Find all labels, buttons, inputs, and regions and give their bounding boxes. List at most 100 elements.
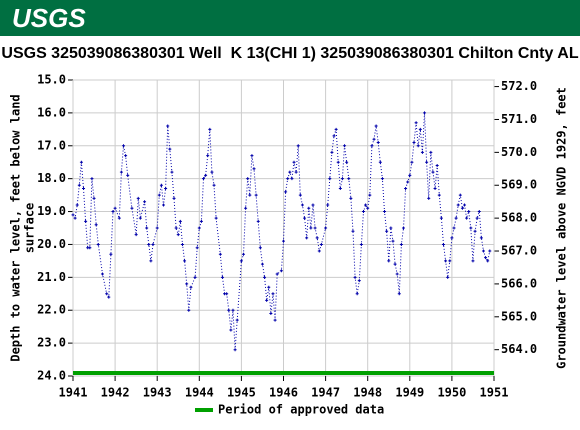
y-axis-label: Depth to water level, feet below land [9, 94, 23, 361]
data-point [399, 242, 403, 246]
data-point [210, 170, 214, 174]
y2-tick-label: 567.0 [501, 244, 537, 258]
data-point [229, 328, 233, 332]
data-point [180, 242, 184, 246]
x-tick-label: 1944 [185, 386, 214, 400]
series-line [72, 112, 491, 350]
y2-tick-label: 565.0 [501, 309, 537, 323]
data-point [326, 203, 330, 207]
data-point [298, 193, 302, 197]
data-point [185, 282, 189, 286]
data-point [383, 210, 387, 214]
y-axis-label: surface [23, 203, 37, 254]
data-point [294, 170, 298, 174]
y2-tick-label: 566.0 [501, 276, 537, 290]
data-point [404, 187, 408, 191]
data-point [410, 160, 414, 164]
data-point [187, 308, 191, 312]
data-point [288, 170, 292, 174]
data-point [423, 111, 427, 115]
x-tick-label: 1943 [143, 386, 172, 400]
data-point [465, 216, 469, 220]
data-point [256, 219, 260, 223]
data-point [119, 170, 123, 174]
y-tick-label: 21.0 [37, 270, 66, 284]
data-point [107, 295, 111, 299]
data-point [387, 259, 391, 263]
data-point [286, 177, 290, 181]
data-point [406, 180, 410, 184]
data-point [391, 239, 395, 243]
data-point [124, 154, 128, 158]
data-point [117, 216, 121, 220]
data-point [290, 177, 294, 181]
data-point [275, 272, 279, 276]
data-point [172, 196, 176, 200]
header-bar [0, 0, 580, 36]
data-point [471, 259, 475, 263]
data-point [473, 229, 477, 233]
data-point [359, 242, 363, 246]
data-point [338, 187, 342, 191]
x-tick-label: 1951 [480, 386, 509, 400]
y-tick-label: 22.0 [37, 303, 66, 317]
y-tick-label: 17.0 [37, 138, 66, 152]
data-point [250, 154, 254, 158]
data-point [282, 239, 285, 243]
data-point [467, 210, 471, 214]
data-point [418, 127, 422, 131]
data-point [94, 223, 98, 227]
data-point [122, 144, 126, 148]
legend-label: Period of approved data [218, 403, 384, 417]
data-point [284, 190, 288, 194]
data-point [408, 173, 412, 177]
data-point [178, 219, 182, 223]
data-point [235, 318, 239, 322]
data-point [75, 203, 79, 207]
data-point [347, 177, 351, 181]
data-point [412, 140, 416, 144]
data-point [233, 348, 237, 352]
y2-tick-label: 569.0 [501, 178, 537, 192]
y2-tick-label: 564.0 [501, 342, 537, 356]
data-point [73, 216, 77, 220]
data-point [437, 193, 441, 197]
data-point [202, 177, 206, 181]
data-point [100, 272, 104, 276]
data-point [435, 164, 439, 168]
y-tick-label: 24.0 [37, 369, 66, 383]
data-point [77, 183, 81, 187]
data-point [292, 160, 296, 164]
y-tick-label: 23.0 [37, 336, 66, 350]
data-point [330, 150, 334, 154]
data-point [267, 285, 271, 289]
data-point [353, 275, 357, 279]
data-point [313, 226, 317, 230]
data-point [444, 259, 448, 263]
data-point [273, 318, 277, 322]
data-point [111, 210, 115, 214]
data-point [164, 187, 168, 191]
data-point [311, 203, 315, 207]
x-tick-label: 1945 [227, 386, 256, 400]
data-point [218, 252, 222, 256]
data-point [361, 210, 365, 214]
data-point [279, 269, 283, 273]
data-point [420, 150, 424, 154]
data-point [252, 167, 256, 171]
data-point [258, 246, 262, 250]
data-point [484, 256, 488, 260]
data-point [450, 236, 454, 240]
data-point [393, 262, 397, 266]
data-point [364, 203, 368, 207]
data-point [227, 308, 231, 312]
data-point [212, 183, 216, 187]
data-point [349, 196, 353, 200]
data-point [263, 275, 267, 279]
x-tick-label: 1941 [59, 386, 88, 400]
data-point [265, 298, 269, 302]
data-point [231, 308, 235, 312]
data-point [195, 246, 199, 250]
data-point [90, 177, 94, 181]
